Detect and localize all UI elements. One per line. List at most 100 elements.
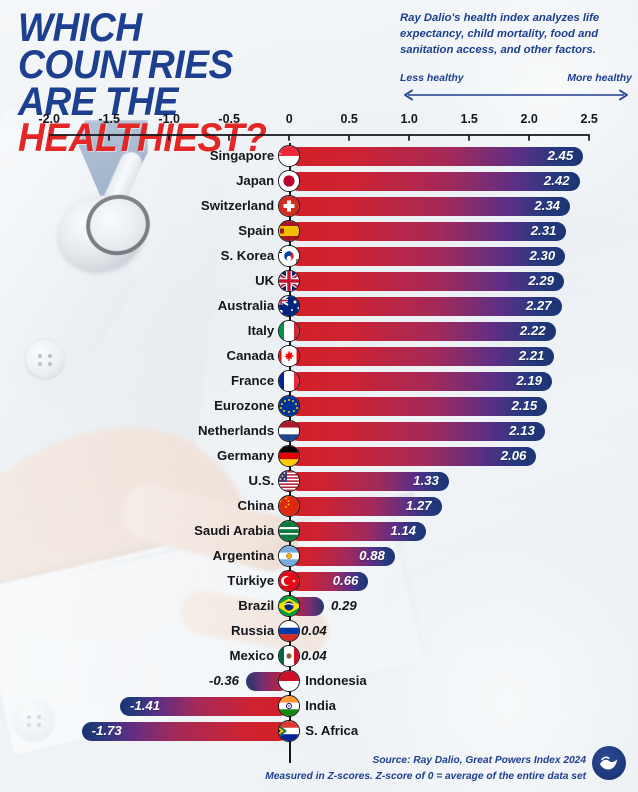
country-label: S. Africa bbox=[305, 723, 359, 738]
bar-value-label: 2.31 bbox=[530, 222, 557, 238]
bar-japan bbox=[289, 171, 580, 191]
chart-row[interactable]: 2.30 S. Korea bbox=[0, 243, 638, 268]
legend-label-less-healthy: Less healthy bbox=[400, 72, 464, 84]
flag-european-union-icon bbox=[278, 394, 301, 417]
country-label: Australia bbox=[217, 298, 275, 313]
chart-row[interactable]: 2.22 Italy bbox=[0, 318, 638, 343]
axis-tick--2.0: -2.0 bbox=[38, 112, 60, 126]
bar-saudi-arabia bbox=[289, 521, 426, 541]
bar-netherlands bbox=[289, 421, 545, 441]
bar-t-rkiye bbox=[289, 571, 369, 591]
chart-row[interactable]: 2.19 France bbox=[0, 368, 638, 393]
chart-row[interactable]: 0.04 Mexico bbox=[0, 643, 638, 668]
flag-argentina-icon bbox=[278, 544, 301, 567]
title-line-2-prefix: ARE THE bbox=[18, 79, 179, 124]
bar-india bbox=[120, 696, 290, 716]
source-text: Source: Ray Dalio, Great Powers Index 20… bbox=[372, 755, 586, 767]
bar-value-label: 0.04 bbox=[301, 622, 327, 638]
chart-row[interactable]: 1.27 China bbox=[0, 493, 638, 518]
chart-row[interactable]: 2.34 Switzerland bbox=[0, 193, 638, 218]
chart-row[interactable]: 2.21 Canada bbox=[0, 343, 638, 368]
chart-row[interactable]: 0.29 Brazil bbox=[0, 593, 638, 618]
axis-tick-2.0: 2.0 bbox=[520, 112, 538, 126]
flag-canada-icon bbox=[278, 344, 301, 367]
chart-row[interactable]: 2.27 Australia bbox=[0, 293, 638, 318]
flag-spain-icon bbox=[278, 219, 301, 242]
bar-value-label: 0.66 bbox=[332, 572, 359, 588]
country-label: Netherlands bbox=[197, 423, 275, 438]
bar-value-label: 2.19 bbox=[516, 372, 542, 388]
bar-spain bbox=[289, 221, 567, 241]
axis-line bbox=[49, 134, 605, 141]
flag-netherlands-icon bbox=[278, 419, 301, 442]
country-label: Canada bbox=[226, 348, 275, 363]
axis-tick-0.5: 0.5 bbox=[340, 112, 358, 126]
bar-value-label: 2.21 bbox=[518, 347, 545, 363]
bar-switzerland bbox=[289, 196, 570, 216]
bar-canada bbox=[289, 346, 555, 366]
country-label: S. Korea bbox=[220, 248, 275, 263]
country-label: France bbox=[230, 373, 275, 388]
axis-tick--0.5: -0.5 bbox=[218, 112, 240, 126]
bar-value-label: 2.34 bbox=[534, 197, 560, 213]
bar-china bbox=[289, 496, 442, 516]
flag-united-kingdom-icon bbox=[278, 269, 301, 292]
bar-value-label: 2.45 bbox=[547, 147, 574, 163]
chart-row[interactable]: -0.36 Indonesia bbox=[0, 668, 638, 693]
country-label: Brazil bbox=[238, 598, 275, 613]
chart-row[interactable]: 2.06 Germany bbox=[0, 443, 638, 468]
country-label: Saudi Arabia bbox=[194, 523, 275, 538]
page-title: WHICH COUNTRIES ARE THE HEALTHIEST? bbox=[18, 6, 362, 158]
flag-mexico-icon bbox=[278, 644, 301, 667]
chart-row[interactable]: 2.31 Spain bbox=[0, 218, 638, 243]
flag-turkiye-icon bbox=[278, 569, 301, 592]
country-label: Italy bbox=[247, 323, 275, 338]
chart-row[interactable]: 0.66 Türkiye bbox=[0, 568, 638, 593]
axis-tick--1.5: -1.5 bbox=[98, 112, 120, 126]
bar-value-label: 2.42 bbox=[543, 172, 570, 188]
axis-tick-1.5: 1.5 bbox=[460, 112, 478, 126]
bar-u-s bbox=[289, 471, 449, 491]
flag-south-africa-icon bbox=[278, 719, 301, 742]
flag-saudi-arabia-icon bbox=[278, 519, 301, 542]
bar-s-africa bbox=[81, 721, 290, 741]
country-label: Singapore bbox=[209, 148, 275, 163]
flag-south-korea-icon bbox=[278, 244, 301, 267]
flag-china-icon bbox=[278, 494, 301, 517]
country-label: Türkiye bbox=[227, 573, 275, 588]
bar-germany bbox=[289, 446, 537, 466]
bar-australia bbox=[289, 296, 562, 316]
chart-row[interactable]: 1.14 Saudi Arabia bbox=[0, 518, 638, 543]
country-label: Germany bbox=[217, 448, 275, 463]
flag-japan-icon bbox=[278, 169, 301, 192]
flag-australia-icon bbox=[278, 294, 301, 317]
country-label: Switzerland bbox=[200, 198, 275, 213]
bar-value-label: 1.33 bbox=[413, 472, 439, 488]
bar-s-korea bbox=[289, 246, 566, 266]
chart-row[interactable]: 0.04 Russia bbox=[0, 618, 638, 643]
chart-row[interactable]: 2.45 Singapore bbox=[0, 143, 638, 168]
flag-indonesia-icon bbox=[278, 669, 301, 692]
chart-row[interactable]: -1.73 S. Africa bbox=[0, 718, 638, 743]
title-line-1: WHICH COUNTRIES bbox=[18, 6, 233, 87]
bar-argentina bbox=[289, 546, 395, 566]
bar-singapore bbox=[289, 146, 584, 166]
chart-row[interactable]: 0.88 Argentina bbox=[0, 543, 638, 568]
chart-row[interactable]: 1.33 U.S. bbox=[0, 468, 638, 493]
chart-row[interactable]: 2.29 UK bbox=[0, 268, 638, 293]
flag-germany-icon bbox=[278, 444, 301, 467]
chart-row[interactable]: 2.13 Netherlands bbox=[0, 418, 638, 443]
chart-row[interactable]: -1.41 India bbox=[0, 693, 638, 718]
globe-logo-icon bbox=[592, 746, 626, 780]
bar-eurozone bbox=[289, 396, 548, 416]
bar-value-label: 2.15 bbox=[511, 397, 538, 413]
chart-row[interactable]: 2.15 Eurozone bbox=[0, 393, 638, 418]
footer: Source: Ray Dalio, Great Powers Index 20… bbox=[248, 746, 628, 784]
flag-russia-icon bbox=[278, 619, 301, 642]
chart-row[interactable]: 2.42 Japan bbox=[0, 168, 638, 193]
axis-tick-0: 0 bbox=[285, 112, 293, 126]
flag-france-icon bbox=[278, 369, 301, 392]
chart-bars: 2.45 Singapore 2.42 Japan 2.34 Switzerland 2.3… bbox=[0, 143, 638, 743]
country-label: Russia bbox=[230, 623, 275, 638]
